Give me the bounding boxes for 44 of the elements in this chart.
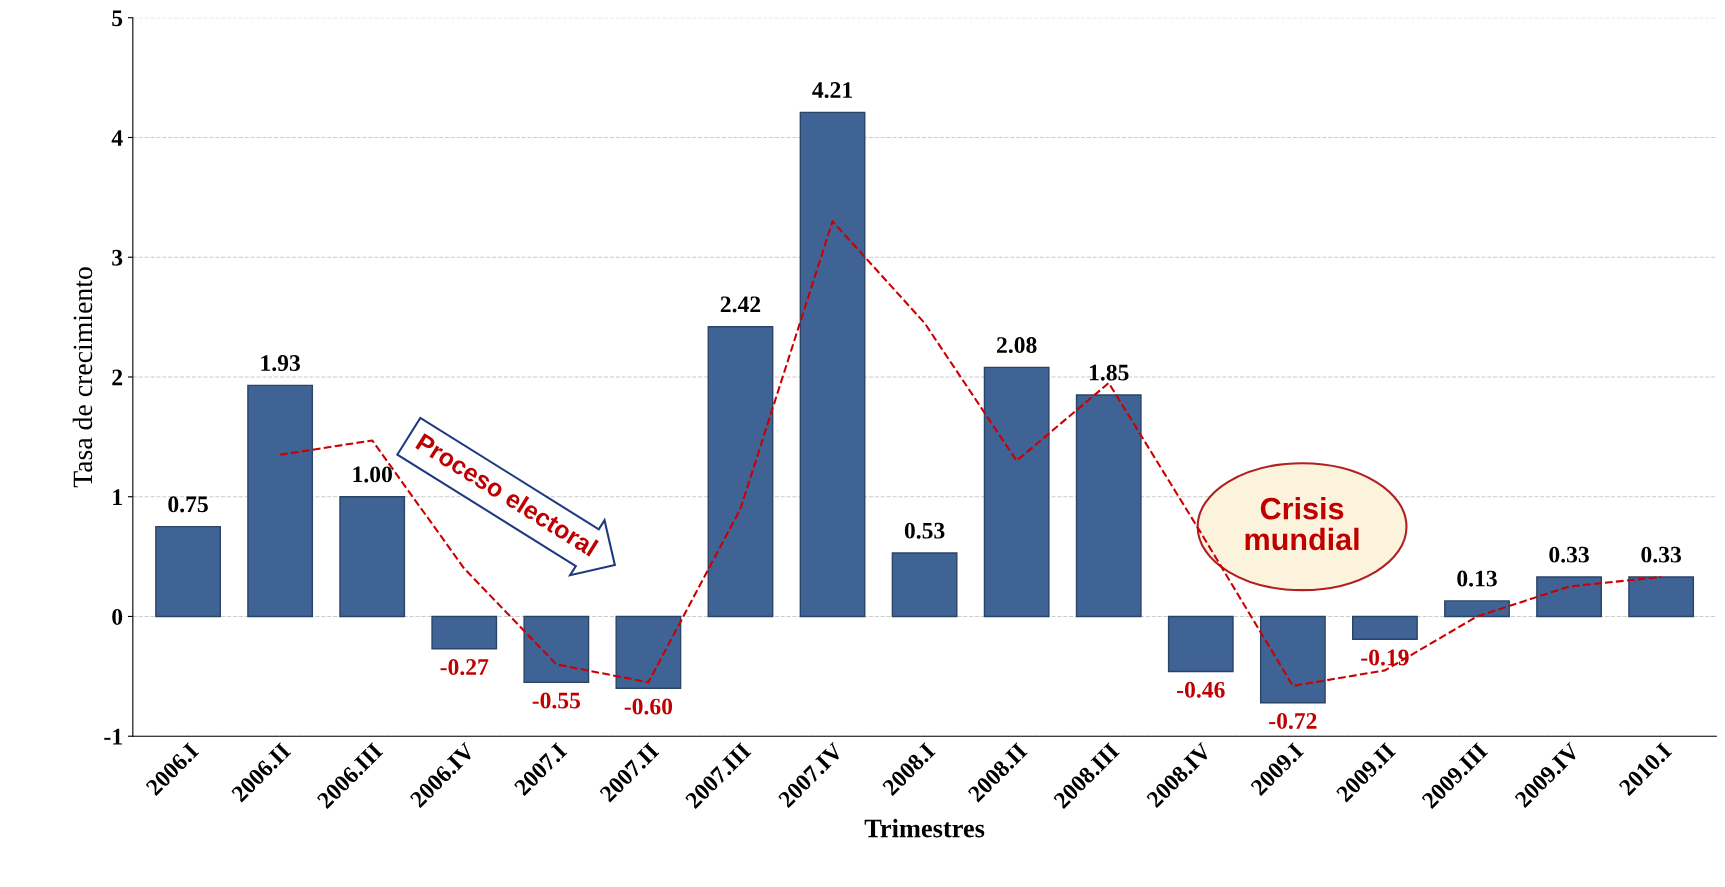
bar <box>615 615 682 690</box>
bar <box>1167 615 1234 673</box>
data-label: 1.00 <box>353 466 392 483</box>
bar <box>799 111 866 618</box>
data-label: 2.08 <box>997 337 1037 354</box>
data-label: 0.33 <box>1641 546 1681 563</box>
bar <box>1352 615 1418 640</box>
bar <box>1536 576 1602 618</box>
y-tick-label: 3 <box>112 249 123 266</box>
bar <box>1075 394 1142 618</box>
y-tick-label: -1 <box>104 728 122 745</box>
bar <box>891 552 958 618</box>
data-label: 0.75 <box>168 496 208 513</box>
data-label: 4.21 <box>812 82 852 99</box>
x-axis-title: Trimestres <box>864 818 985 838</box>
y-tick-label: 1 <box>113 489 122 505</box>
data-label: -0.46 <box>1177 681 1225 698</box>
y-tick-label: 0 <box>112 608 123 625</box>
annotation: Crisis mundial <box>1245 497 1359 551</box>
bar <box>431 615 498 650</box>
y-tick-label: 2 <box>112 369 123 386</box>
y-axis-title: Tasa de crecimiento <box>72 267 93 488</box>
bar <box>1259 615 1326 704</box>
data-label: -0.19 <box>1361 649 1409 666</box>
bar <box>155 525 221 618</box>
data-label: 0.13 <box>1457 570 1497 587</box>
data-label: 1.93 <box>261 355 300 372</box>
data-label: -0.27 <box>440 659 489 676</box>
data-label: 0.53 <box>904 522 945 539</box>
data-label: 0.33 <box>1549 546 1589 563</box>
bar <box>339 496 406 618</box>
bar <box>1628 576 1695 618</box>
y-tick-label: 5 <box>112 10 123 27</box>
data-label: -0.55 <box>532 692 581 709</box>
bar <box>523 615 590 684</box>
data-label: -0.60 <box>624 698 673 715</box>
bar <box>983 366 1050 618</box>
data-label: 1.85 <box>1089 364 1129 381</box>
bar <box>707 325 774 618</box>
y-tick-label: 4 <box>111 130 123 146</box>
data-label: 2.42 <box>720 296 761 313</box>
data-label: -0.72 <box>1269 712 1317 729</box>
bar <box>247 384 314 618</box>
bar <box>1444 600 1510 618</box>
